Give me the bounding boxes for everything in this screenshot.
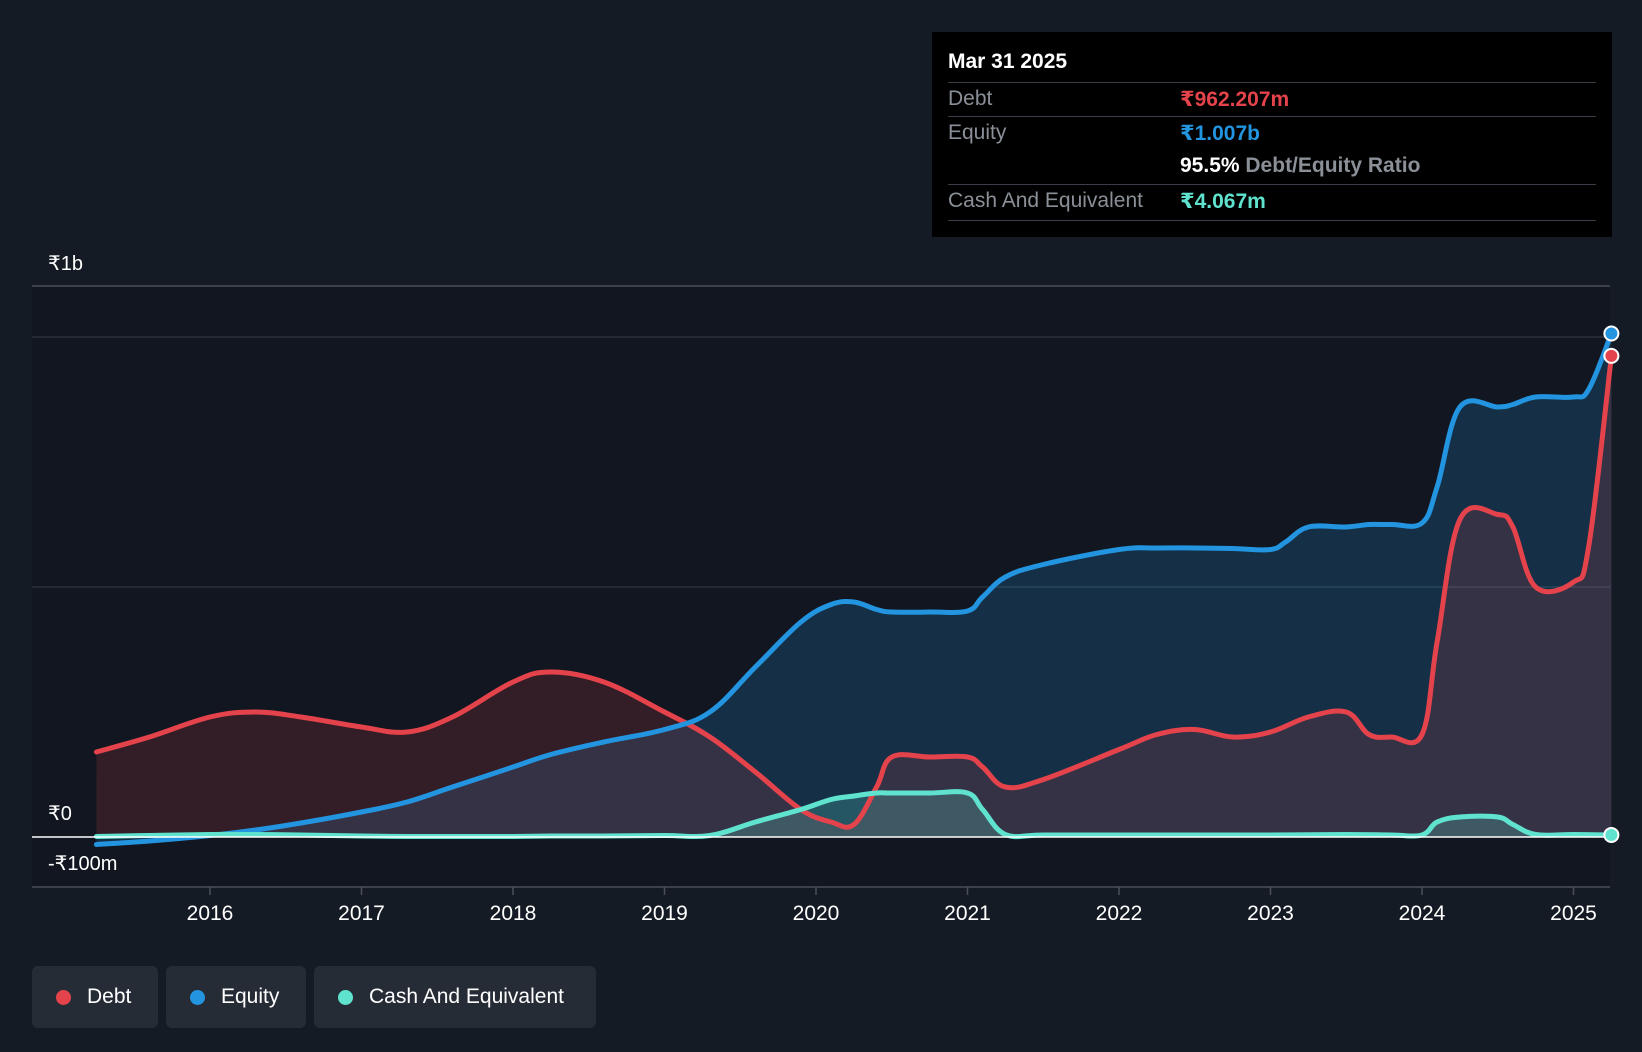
equity-end-marker[interactable] (1603, 325, 1620, 342)
x-tick-label-2017: 2017 (338, 902, 385, 925)
tooltip-equity-label: Equity (948, 121, 1007, 144)
x-tick-label-2018: 2018 (490, 902, 537, 925)
legend-cash-label: Cash And Equivalent (369, 985, 564, 1008)
tooltip-ratio: 95.5% Debt/Equity Ratio (1180, 154, 1420, 178)
legend-equity-dot-icon (190, 989, 205, 1005)
x-tick-label-2019: 2019 (641, 902, 688, 925)
tooltip-divider (948, 220, 1596, 221)
legend-equity-label: Equity (221, 985, 280, 1008)
debt-area (96, 355, 1612, 837)
legend-item-equity[interactable]: Equity (166, 966, 306, 1028)
tooltip-row-debt: Debt ₹962.207m (948, 82, 1596, 117)
debt-end-marker[interactable] (1603, 347, 1620, 364)
debt-line (93, 353, 1614, 830)
tooltip-ratio-label: Debt/Equity Ratio (1245, 154, 1421, 177)
legend-item-debt[interactable]: Debt (32, 966, 158, 1028)
y-label-bottom: -₹100m (48, 853, 117, 875)
x-tick-label-2022: 2022 (1096, 902, 1143, 925)
tooltip-equity-value: ₹1.007b (1180, 122, 1260, 145)
series-areas (96, 333, 1612, 845)
x-tick-label-2023: 2023 (1247, 902, 1294, 925)
x-tick-label-2016: 2016 (187, 902, 234, 925)
legend-debt-dot-icon (56, 989, 71, 1005)
tooltip-cash-value: ₹4.067m (1180, 190, 1266, 213)
tooltip-row-ratio: 95.5% Debt/Equity Ratio (948, 150, 1596, 184)
x-tick-label-2020: 2020 (793, 902, 840, 925)
legend-debt-label: Debt (87, 985, 132, 1008)
tooltip-date: Mar 31 2025 (948, 50, 1068, 73)
gridlines (32, 336, 1610, 588)
cash-area (96, 791, 1612, 837)
legend-item-cash[interactable]: Cash And Equivalent (314, 966, 596, 1028)
tooltip-debt-value: ₹962.207m (1180, 88, 1290, 111)
equity-line (93, 331, 1614, 847)
x-tick-label-2021: 2021 (944, 902, 991, 925)
tooltip-row-equity: Equity ₹1.007b (948, 116, 1596, 151)
tooltip-cash-label: Cash And Equivalent (948, 189, 1143, 212)
tooltip-row-cash: Cash And Equivalent ₹4.067m (948, 184, 1596, 219)
y-label-zero: ₹0 (48, 803, 72, 825)
tooltip-panel: Mar 31 2025 Debt ₹962.207m Equity ₹1.007… (932, 32, 1612, 237)
cash-end-marker[interactable] (1603, 826, 1620, 843)
series-end-markers (1603, 325, 1620, 843)
x-tick-label-2024: 2024 (1399, 902, 1446, 925)
equity-area (96, 333, 1612, 845)
x-tick-label-2025: 2025 (1550, 902, 1597, 925)
x-axis-ticks: 2016 2017 2018 2019 2020 2021 2022 2023 2024 2025 (187, 887, 1597, 925)
y-label-top: ₹1b (48, 253, 83, 275)
legend-cash-dot-icon (338, 989, 353, 1005)
tooltip-ratio-value: 95.5% (1180, 154, 1240, 177)
tooltip-debt-label: Debt (948, 87, 993, 110)
